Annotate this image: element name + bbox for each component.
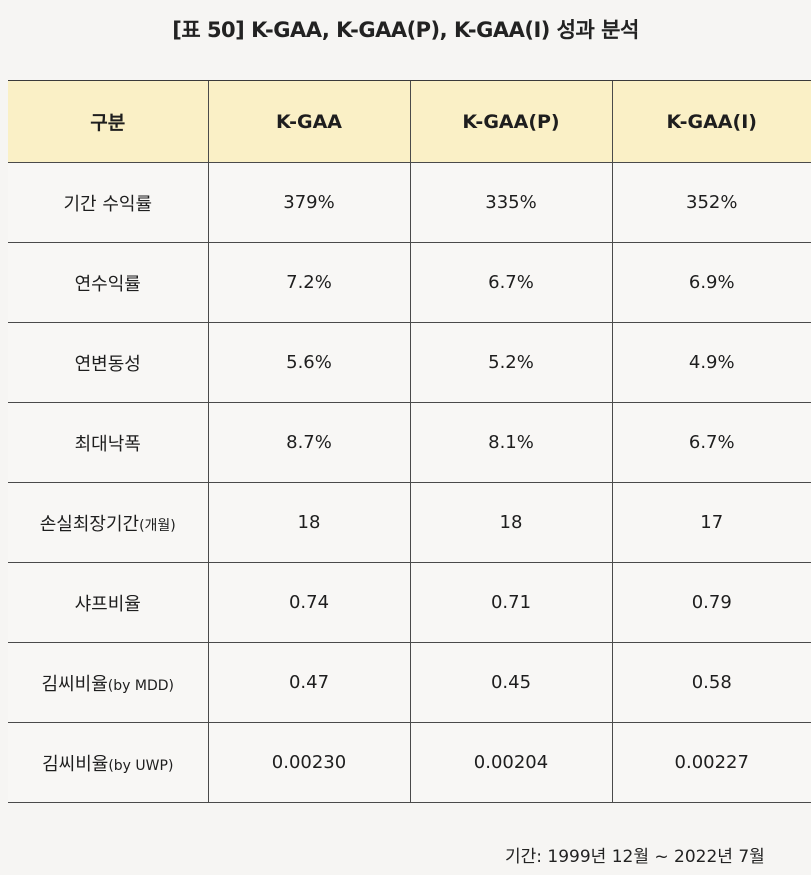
table-row: 연변동성 5.6% 5.2% 4.9%	[8, 322, 811, 403]
value-cell: 7.2%	[207, 242, 410, 323]
row-label: 연변동성	[74, 353, 141, 375]
header-category: 구분	[8, 80, 208, 163]
row-label-cell: 김씨비율(by UWP)	[8, 722, 208, 803]
value-cell: 17	[611, 482, 811, 563]
row-label-suffix: (by MDD)	[107, 677, 174, 694]
value-cell: 18	[207, 482, 410, 563]
value-cell: 6.7%	[611, 402, 811, 483]
table-row: 손실최장기간(개월) 18 18 17	[8, 482, 811, 563]
period-footnote: 기간: 1999년 12월 ~ 2022년 7월	[505, 847, 765, 867]
table-row: 김씨비율(by MDD) 0.47 0.45 0.58	[8, 642, 811, 723]
value-cell: 0.74	[207, 562, 410, 643]
value-cell: 18	[409, 482, 612, 563]
row-label: 김씨비율	[42, 753, 109, 775]
value-cell: 5.6%	[207, 322, 410, 403]
value-cell: 6.9%	[611, 242, 811, 323]
value-cell: 6.7%	[409, 242, 612, 323]
row-label-cell: 김씨비율(by MDD)	[8, 642, 208, 723]
value-cell: 0.00230	[207, 722, 410, 803]
row-label: 샤프비율	[74, 593, 141, 615]
row-label-suffix: (개월)	[139, 517, 176, 534]
table-title: [표 50] K-GAA, K-GAA(P), K-GAA(I) 성과 분석	[172, 18, 639, 42]
row-label-cell: 연변동성	[8, 322, 208, 403]
value-cell: 0.00227	[611, 722, 811, 803]
row-label: 기간 수익률	[63, 193, 153, 215]
row-label: 최대낙폭	[74, 433, 141, 455]
row-label-suffix: (by UWP)	[108, 757, 174, 774]
value-cell: 5.2%	[409, 322, 612, 403]
value-cell: 8.1%	[409, 402, 612, 483]
value-cell: 0.58	[611, 642, 811, 723]
row-label: 손실최장기간	[39, 513, 140, 535]
row-label-cell: 기간 수익률	[8, 162, 208, 243]
value-cell: 0.00204	[409, 722, 612, 803]
row-label-cell: 손실최장기간(개월)	[8, 482, 208, 563]
value-cell: 0.71	[409, 562, 612, 643]
performance-table: 구분 K-GAA K-GAA(P) K-GAA(I) 기간 수익률 379% 335…	[8, 80, 811, 803]
value-cell: 0.47	[207, 642, 410, 723]
table-row: 기간 수익률 379% 335% 352%	[8, 162, 811, 243]
row-label-cell: 샤프비율	[8, 562, 208, 643]
value-cell: 379%	[207, 162, 410, 243]
table-row: 김씨비율(by UWP) 0.00230 0.00204 0.00227	[8, 722, 811, 803]
row-label-cell: 최대낙폭	[8, 402, 208, 483]
row-label-cell: 연수익률	[8, 242, 208, 323]
header-k-gaa: K-GAA	[207, 80, 410, 163]
value-cell: 4.9%	[611, 322, 811, 403]
header-k-gaa-p: K-GAA(P)	[409, 80, 612, 163]
value-cell: 335%	[409, 162, 612, 243]
row-label: 김씨비율	[41, 673, 108, 695]
table-row: 최대낙폭 8.7% 8.1% 6.7%	[8, 402, 811, 483]
value-cell: 8.7%	[207, 402, 410, 483]
value-cell: 352%	[611, 162, 811, 243]
value-cell: 0.79	[611, 562, 811, 643]
row-label: 연수익률	[74, 273, 141, 295]
table-row: 연수익률 7.2% 6.7% 6.9%	[8, 242, 811, 323]
value-cell: 0.45	[409, 642, 612, 723]
header-k-gaa-i: K-GAA(I)	[611, 80, 811, 163]
table-row: 샤프비율 0.74 0.71 0.79	[8, 562, 811, 643]
table-header-row: 구분 K-GAA K-GAA(P) K-GAA(I)	[8, 80, 811, 163]
